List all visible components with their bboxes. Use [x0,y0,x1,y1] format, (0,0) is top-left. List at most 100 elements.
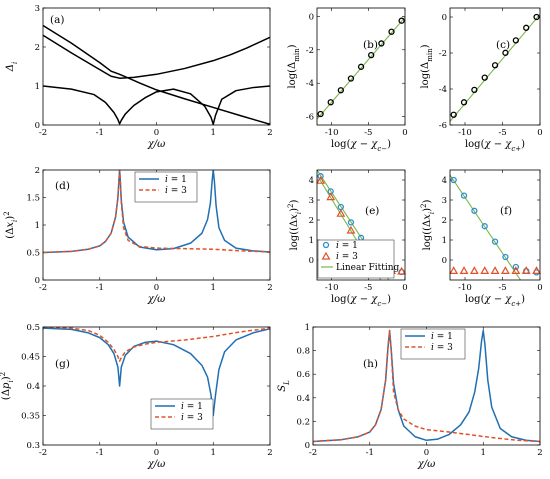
data-point [459,266,469,274]
data-point [481,74,488,81]
axes-frame [316,169,406,281]
fit-line-1 [450,174,521,280]
x-tick-label: 0 [154,128,159,138]
data-point [317,110,324,118]
legend-label: i = 3 [181,413,203,423]
axes-frame [316,7,406,126]
y-tick-label: 0.5 [26,323,40,333]
x-tick-label: -2 [39,448,47,458]
panel-d: -2 -1 0 1 2 0 0.5 1 1.5 2 (d) χ/ω (Δxi)2 i = 1i = 3 [3,166,273,305]
data-point [368,51,375,59]
axes-frame [449,7,541,126]
x-tick-label: 1 [481,448,486,458]
x-tick-label: -1 [96,128,104,138]
data-point [317,173,324,180]
y-tick-label: 0.35 [21,412,40,422]
y-tick-label: 0.2 [296,417,310,427]
y-tick-label: 2 [35,166,40,176]
axes-frame [449,169,541,281]
y-tick-label: 3 [442,196,447,206]
panel-label: (g) [55,358,70,370]
data-point [511,266,521,274]
legend-marker [321,251,331,260]
data-point [521,266,531,274]
x-axis-label: χ/ω [147,294,166,305]
y-tick-label: -4 [439,85,447,95]
y-tick-label: 4 [309,176,314,186]
x-tick-label: -5 [364,128,372,138]
axes-frame [42,7,271,126]
legend-label: i = 1 [336,241,358,251]
legend-label: i = 1 [165,175,187,185]
y-tick-label: 0.3 [26,441,40,451]
y-tick-label: 4 [442,176,447,186]
y-tick-label: 0.4 [26,382,40,392]
data-point [533,13,540,21]
x-axis-label: log(χ − χc−) [331,139,391,153]
data-point [460,99,468,106]
panel-label: (b) [363,39,378,51]
x-tick-label: -1 [366,448,374,458]
y-tick-label: 0.6 [296,370,310,380]
legend: i = 1i = 3 [400,328,466,360]
y-tick-label: 0.8 [296,347,310,357]
data-point [347,75,355,82]
y-tick-label: 3 [35,4,40,14]
panel-f: -10 -5 0 0 1 2 3 4 (f) log(χ − χc+) log((Δxi)2) [420,169,543,308]
data-point [357,63,365,70]
y-tick-label: 2 [442,216,447,226]
x-tick-label: -1 [96,448,104,458]
data-point [388,28,395,35]
y-tick-label: -6 [439,121,447,131]
series-line-2 [43,170,270,254]
y-tick-label: 1 [309,236,314,246]
data-point [490,266,500,274]
x-tick-label: -10 [458,283,472,293]
legend-label: i = 3 [165,186,187,196]
y-axis-label: SL [277,380,291,392]
data-point [532,266,541,274]
x-tick-label: -5 [498,128,506,138]
legend-marker [322,241,330,249]
y-tick-label: 0 [442,256,447,266]
legend-label: i = 3 [336,252,358,262]
data-point [450,111,457,118]
axes-frame [312,326,541,446]
y-tick-label: 0.4 [296,394,310,404]
x-tick-label: -10 [325,283,339,293]
x-tick-label: -10 [325,128,339,138]
data-point [327,99,334,106]
x-tick-label: -5 [364,283,372,293]
x-tick-label: -2 [39,128,47,138]
x-tick-label: 1 [211,448,216,458]
y-tick-label: 0 [442,13,447,23]
x-axis-label: log(χ − χc+) [465,139,525,153]
y-tick-label: 3 [309,196,314,206]
x-tick-label: 2 [267,128,272,138]
data-point [523,24,530,31]
y-tick-label: -6 [306,113,314,123]
x-tick-label: 0 [537,283,542,293]
panel-label: (e) [365,205,379,217]
legend-label: i = 1 [431,332,453,342]
x-tick-label: 1 [211,283,216,293]
x-tick-label: 0 [402,128,407,138]
y-axis-label: log((Δxi)2) [287,199,303,250]
series-line-3 [43,85,270,125]
data-point [336,208,346,217]
series-line-2 [43,327,270,362]
data-point [491,238,499,245]
x-tick-label: 0 [154,448,159,458]
data-point [512,263,519,271]
data-point [326,192,336,201]
axes-frame [42,326,271,446]
panel-a: -2 -1 0 1 2 0 1 2 3 (a) χ/ω Δi [5,4,273,150]
data-point [502,49,509,56]
y-tick-label: 0 [35,121,40,131]
y-axis-label: log((Δxi)2) [420,199,436,250]
data-point [378,40,385,47]
data-point [346,225,356,234]
y-axis-label: Δi [5,62,19,72]
